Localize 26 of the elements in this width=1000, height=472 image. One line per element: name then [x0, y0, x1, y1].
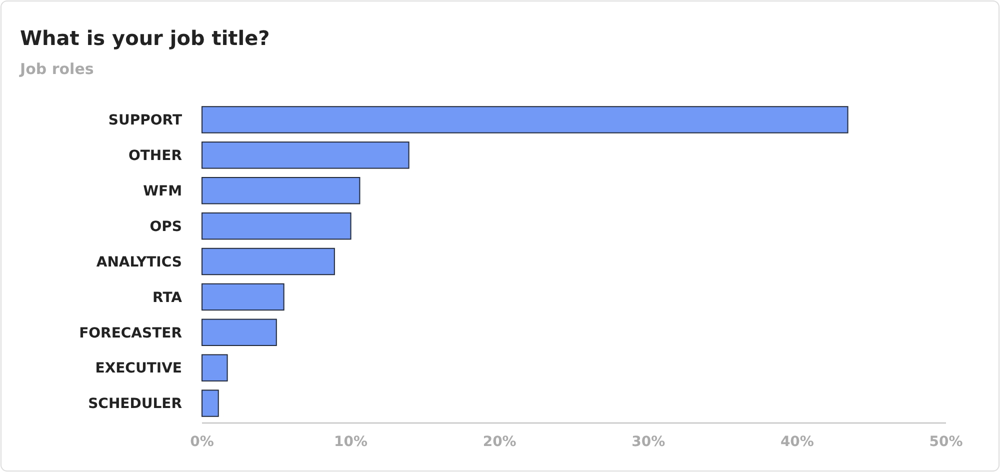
y-tick-label: RTA [152, 290, 182, 306]
y-tick-label: FORECASTER [79, 325, 182, 342]
x-tick-label: 50% [929, 434, 963, 450]
bar [202, 212, 352, 240]
y-tick-label: WFM [143, 184, 182, 200]
bar [202, 390, 219, 417]
x-tick-label: 20% [482, 434, 516, 450]
chart-title: What is your job title? [20, 26, 270, 50]
y-tick-label: EXECUTIVE [95, 360, 182, 377]
y-tick-label: OPS [150, 218, 182, 235]
bar [202, 318, 277, 346]
x-tick-label: 40% [780, 434, 814, 450]
y-tick-label: ANALYTICS [96, 254, 182, 270]
bar [202, 142, 410, 169]
y-tick-label: OTHER [128, 148, 182, 164]
y-tick-label: SUPPORT [108, 112, 182, 129]
bar [202, 176, 360, 204]
text: Job roles [19, 60, 94, 78]
x-tick-label: 30% [632, 434, 666, 450]
bar [202, 283, 284, 311]
x-tick-label: 0% [190, 434, 214, 450]
bar [202, 106, 848, 134]
bar [202, 354, 228, 382]
x-tick-label: 10% [334, 434, 368, 450]
y-tick-label: SCHEDULER [88, 396, 182, 412]
bar [202, 248, 335, 276]
